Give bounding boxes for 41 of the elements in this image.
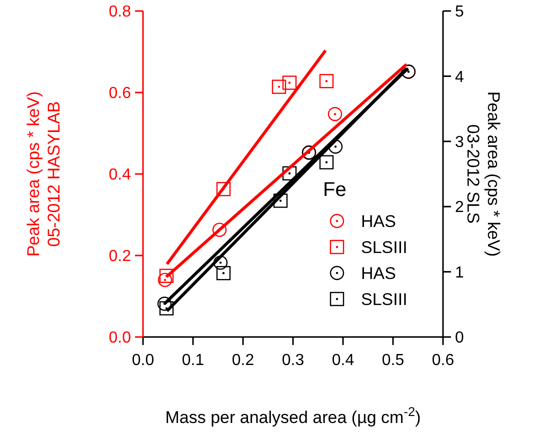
x-axis-title: Mass per analysed area (µg cm$^{-2}$) [165, 404, 421, 427]
y2-tick-label: 3 [455, 134, 464, 151]
point [216, 182, 231, 196]
point [213, 256, 228, 270]
y-tick-label: 0.6 [108, 85, 132, 102]
point [282, 166, 297, 180]
x-tick-label: 0.6 [432, 352, 454, 369]
y2-tick-label: 2 [455, 199, 464, 216]
legend-label: HAS [361, 212, 396, 231]
point [282, 76, 297, 90]
legend-label: SLSIII [361, 290, 408, 309]
y-tick-label: 0.0 [108, 330, 132, 347]
point [319, 74, 334, 88]
legend-label: HAS [361, 264, 396, 283]
y2-tick-label: 1 [455, 264, 464, 282]
point [328, 107, 342, 122]
legend-label: SLSIII [361, 238, 408, 257]
y2-tick-label: 5 [455, 4, 464, 21]
x-tick-label: 0.3 [282, 352, 304, 369]
x-tick-label: 0.5 [382, 352, 404, 369]
point [212, 222, 227, 237]
y-tick-label: 0.2 [108, 248, 132, 266]
legend-title: Fe [323, 179, 346, 201]
y-axis-title: Peak area (cps * keV) 05-2012 HASYLAB [24, 91, 64, 257]
x-tick-label: 0.4 [332, 352, 354, 369]
point [273, 194, 288, 208]
y-tick-label: 0.8 [108, 4, 132, 21]
point [159, 268, 174, 283]
point [216, 266, 231, 280]
x-tick-label: 0.0 [132, 352, 154, 369]
point [272, 80, 286, 94]
y2-tick-label: 4 [455, 68, 464, 86]
point [159, 301, 174, 316]
y2-axis-title: Peak area (cps * keV) 03-2012 SLS [464, 91, 503, 257]
point [158, 272, 172, 288]
y-tick-label: 0.4 [108, 166, 132, 184]
x-tick-label: 0.1 [182, 352, 204, 369]
point [157, 296, 172, 311]
y2-tick-label: 0 [455, 330, 464, 347]
point [319, 155, 334, 170]
x-tick-label: 0.2 [232, 352, 254, 369]
